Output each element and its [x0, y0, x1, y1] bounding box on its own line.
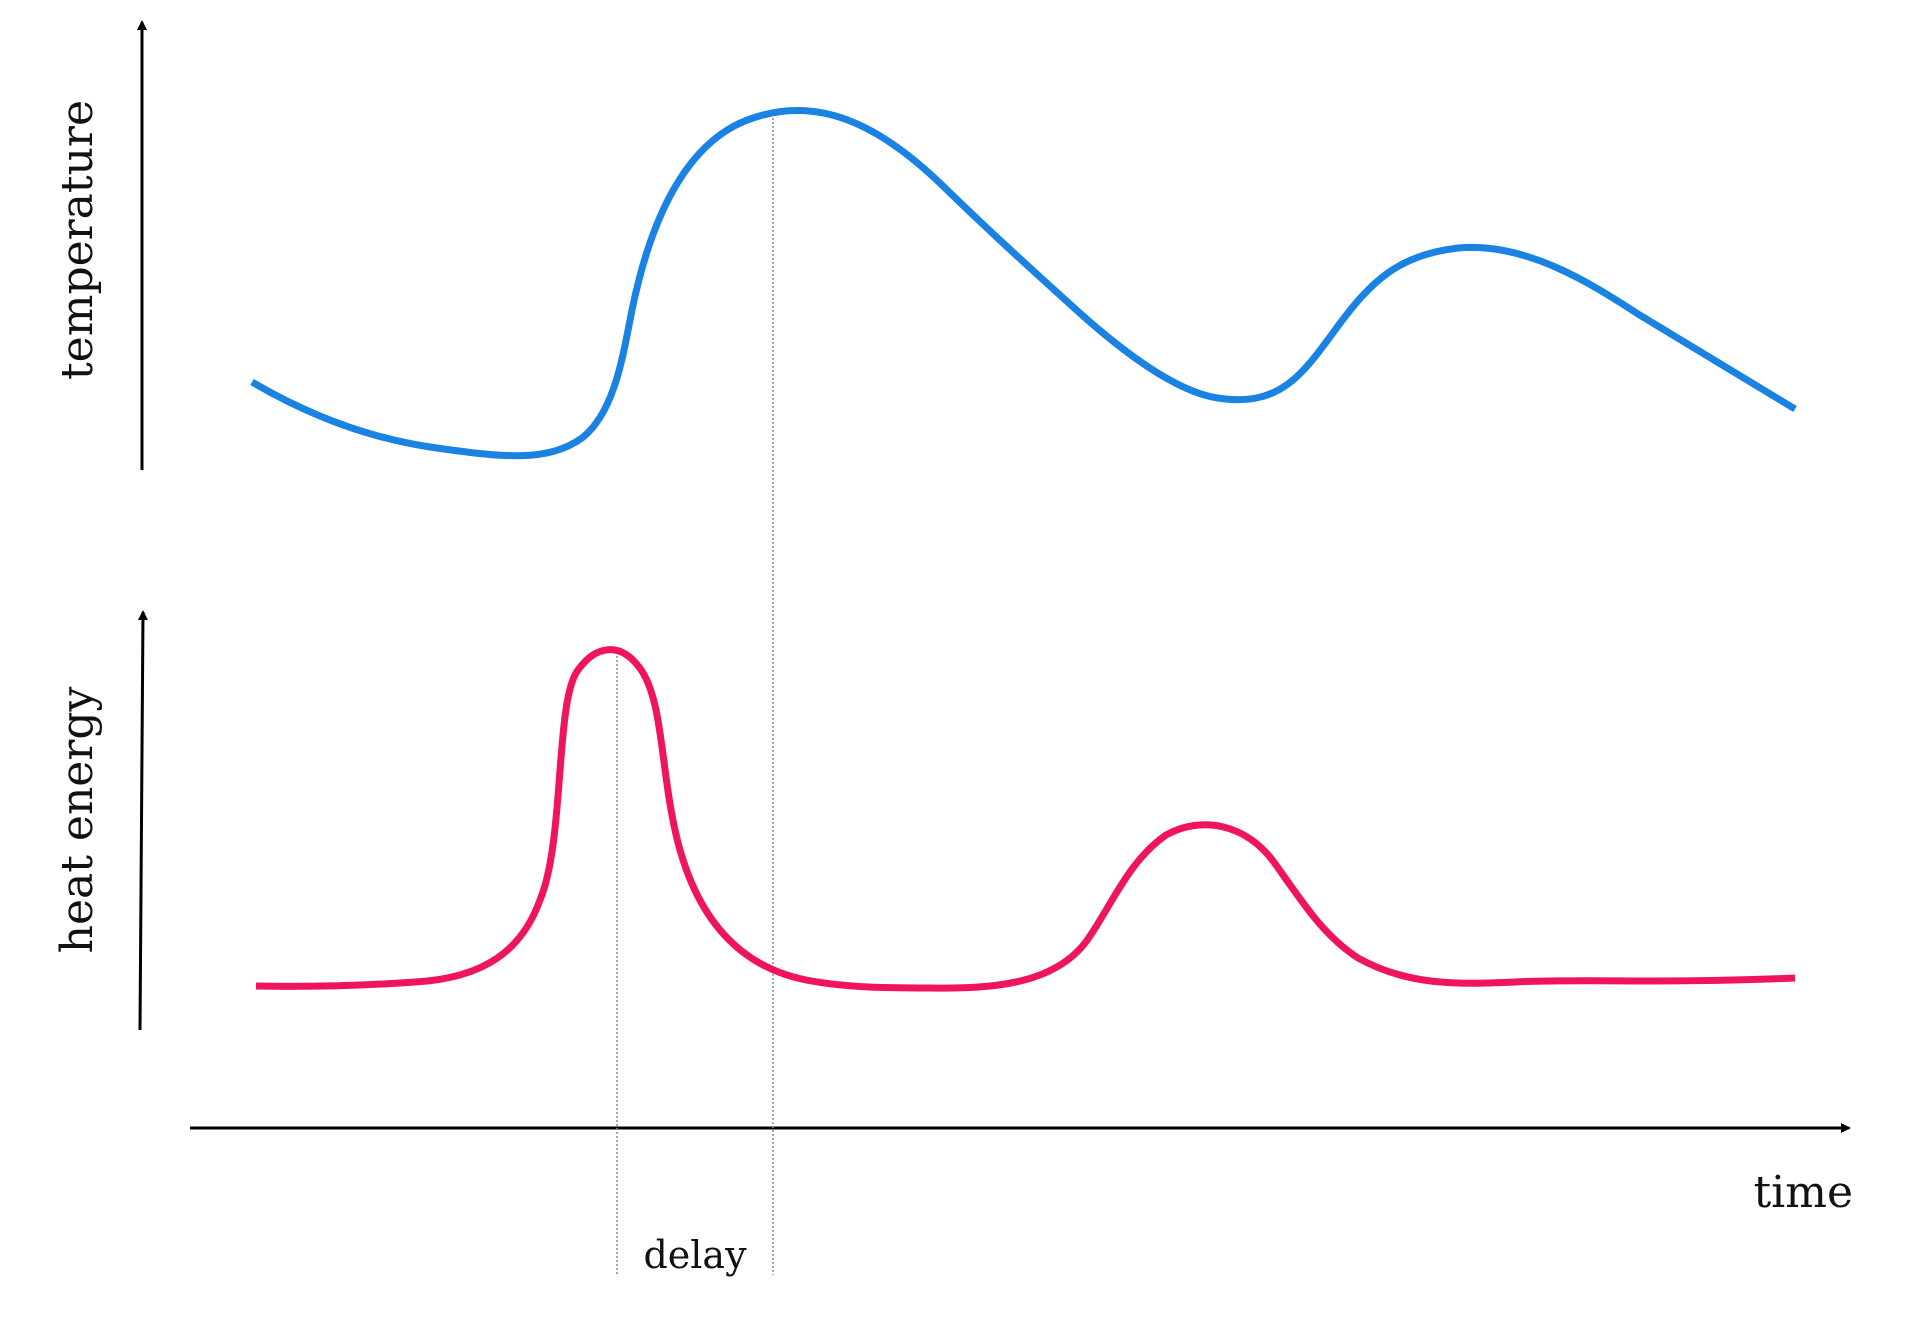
temperature-axis-label: temperature: [52, 100, 103, 380]
delay-label: delay: [643, 1233, 747, 1277]
heat-energy-curve: [255, 646, 1796, 992]
temperature-curve: [250, 107, 1797, 460]
time-axis-label: time: [1753, 1167, 1853, 1218]
heat-energy-axis: [137, 610, 148, 1031]
heat-energy-axis-label: heat energy: [52, 686, 103, 953]
